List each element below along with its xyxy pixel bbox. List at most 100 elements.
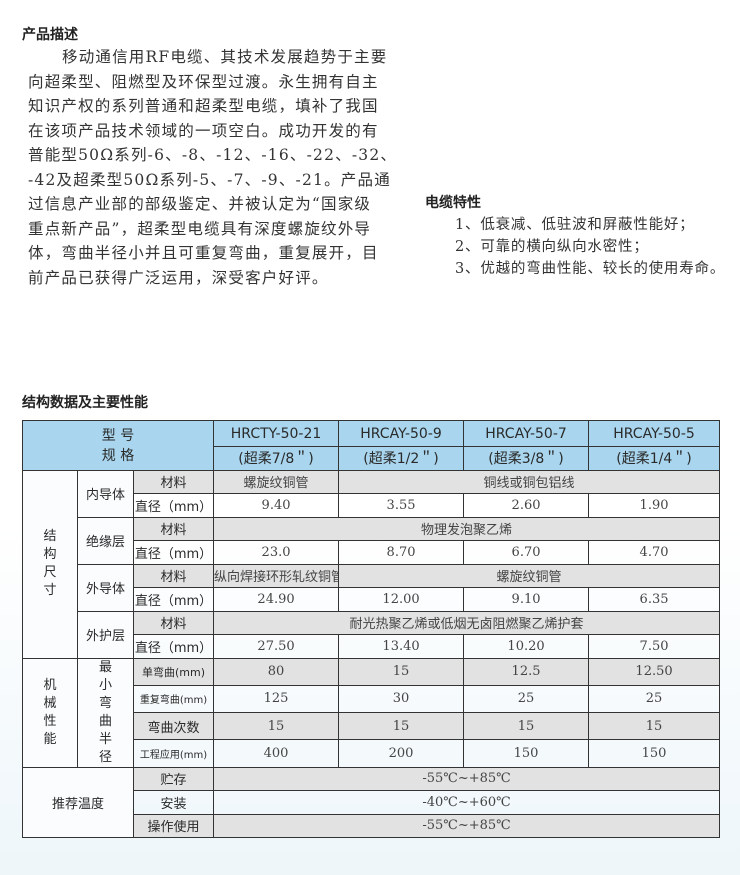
cell: 15 (463, 711, 590, 741)
cell: 150 (588, 739, 721, 768)
material-label: 材料 (132, 469, 215, 494)
cell: 螺旋纹铜管 (338, 563, 721, 588)
model-spec-header: 型 号规 格 (21, 420, 215, 471)
table-row: 机械性能 最小弯曲半径 单弯曲(mm) 80 15 12.5 12.50 (22, 657, 721, 768)
mechanical-label: 机械性能 (43, 677, 57, 747)
table-row: 重复弯曲(mm) 125 30 25 25 (23, 684, 721, 714)
description-line: 体，弯曲半径小并且可重复弯曲，重复展开，目 (28, 244, 379, 262)
repeat-bend-label: 重复弯曲(mm) (132, 684, 215, 714)
temperature-label: 推荐温度 (22, 766, 134, 838)
spec-value: (超柔7/8＂) (213, 446, 340, 471)
cell: 80 (213, 657, 340, 686)
cell: 4.70 (588, 540, 721, 565)
model-name: HRCAY-50-5 (588, 420, 721, 447)
description-line: 移动通信用RF电缆、其技术发展趋势于主要 (62, 48, 388, 66)
cell: 8.70 (338, 540, 465, 565)
cell: 6.70 (463, 540, 590, 565)
features-list: 1、低衰减、低驻波和屏蔽性能好； 2、可靠的横向纵向水密性； 3、优越的弯曲性能… (455, 214, 725, 280)
cell: -40℃~+60℃ (213, 790, 721, 815)
bend-radius-group: 最小弯曲半径 (77, 657, 134, 768)
table-row: 直径（mm） 23.0 8.70 6.70 4.70 (23, 540, 721, 565)
cell: 6.35 (588, 587, 721, 612)
material-label: 材料 (132, 610, 215, 635)
outer-conductor-label: 外导体 (77, 563, 134, 612)
cell: 15 (213, 711, 340, 741)
diameter-label: 直径（mm） (132, 587, 215, 612)
cell: 12.00 (338, 587, 465, 612)
jacket-label: 外护层 (77, 610, 134, 659)
table-row: 操作使用 -55℃~+85℃ (23, 813, 721, 838)
cell: 9.40 (213, 493, 340, 518)
description-line: 向超柔型、阻燃型及环保型过渡。永生拥有自主 (28, 72, 379, 91)
cell: 200 (338, 739, 465, 768)
cell: 15 (338, 657, 465, 686)
cell: 30 (338, 684, 465, 714)
table-row: 外护层 材料 耐光热聚乙烯或低烟无卤阻燃聚乙烯护套 (23, 610, 721, 659)
header-row: 型 号规 格 HRCTY-50-21 HRCAY-50-9 HRCAY-50-7… (21, 420, 721, 471)
cell: 23.0 (213, 540, 340, 565)
install-label: 安装 (132, 790, 215, 815)
cell: 150 (463, 739, 590, 768)
cell: 3.55 (338, 493, 465, 518)
cell: 铜线或铜包铝线 (338, 469, 721, 494)
cell: 耐光热聚乙烯或低烟无卤阻燃聚乙烯护套 (213, 610, 721, 635)
storage-label: 贮存 (132, 766, 215, 791)
diameter-label: 直径（mm） (132, 493, 215, 518)
table-row: 直径（mm） 9.40 3.55 2.60 1.90 (23, 493, 721, 518)
description-line: 前产品已获得广泛运用，深受客户好评。 (28, 268, 329, 287)
spec-value: (超柔1/2＂) (338, 446, 465, 471)
model-label: 型 号 (101, 428, 135, 445)
cell: 13.40 (338, 634, 465, 659)
table-row: 推荐温度 贮存 -55℃~+85℃ (22, 766, 721, 838)
cell: 9.10 (463, 587, 590, 612)
diameter-label: 直径（mm） (132, 634, 215, 659)
cell: 物理发泡聚乙烯 (213, 516, 721, 541)
model-name: HRCTY-50-21 (213, 420, 340, 447)
description-text: 移动通信用RF电缆、其技术发展趋势于主要 向超柔型、阻燃型及环保型过渡。永生拥有… (28, 45, 398, 290)
feature-item: 1、低衰减、低驻波和屏蔽性能好； (455, 217, 695, 233)
material-label: 材料 (132, 516, 215, 541)
cell: 15 (338, 711, 465, 741)
cell: 12.50 (588, 657, 721, 686)
mechanical-group: 机械性能 (22, 657, 78, 768)
cell: 25 (588, 684, 721, 714)
description-line: 过信息产业部的部级鉴定、并被认定为“国家级 (28, 195, 372, 213)
feature-item: 3、优越的弯曲性能、较长的使用寿命。 (455, 261, 726, 277)
table-row: 直径（mm） 27.50 13.40 10.20 7.50 (23, 634, 721, 659)
cell: 7.50 (588, 634, 721, 659)
description-line: 知识产权的系列普通和超柔型电缆，填补了我国 (28, 97, 379, 115)
inner-conductor-label: 内导体 (77, 469, 134, 518)
cell: 10.20 (463, 634, 590, 659)
model-name: HRCAY-50-9 (338, 420, 465, 447)
engineering-label: 工程应用(mm) (132, 739, 215, 768)
table-row: 外导体 材料 纵向焊接环形轧纹铜管 螺旋纹铜管 (23, 563, 721, 612)
material-label: 材料 (132, 563, 215, 588)
cell: 25 (463, 684, 590, 714)
table-title: 结构数据及主要性能 (22, 395, 148, 411)
spec-table: 型 号规 格 HRCTY-50-21 HRCAY-50-9 HRCAY-50-7… (21, 420, 721, 838)
bend-radius-label: 最小弯曲半径 (99, 659, 113, 765)
description-line: 在该项产品技术领域的一项空白。成功开发的有 (28, 121, 379, 140)
description-line: -42及超柔型50Ω系列-5、-7、-9、-21。产品通 (28, 170, 391, 189)
cell: 27.50 (213, 634, 340, 659)
description-line: 重点新产品”，超柔型电缆具有深度螺旋纹外导 (28, 219, 372, 238)
cell: 400 (213, 739, 340, 768)
diameter-label: 直径（mm） (132, 540, 215, 565)
spec-value: (超柔1/4＂) (588, 446, 721, 471)
structure-group: 结构尺寸 (22, 469, 78, 659)
table-row: 绝缘层 材料 物理发泡聚乙烯 (23, 516, 721, 565)
insulation-label: 绝缘层 (77, 516, 134, 565)
structure-label: 结构尺寸 (43, 529, 57, 598)
cell: 24.90 (213, 587, 340, 612)
feature-item: 2、可靠的横向纵向水密性； (455, 239, 649, 255)
table-row: 弯曲次数 15 15 15 15 (23, 711, 721, 741)
cell: 125 (213, 684, 340, 714)
bend-count-label: 弯曲次数 (132, 711, 215, 741)
cell: 2.60 (463, 493, 590, 518)
spec-value: (超柔3/8＂) (463, 446, 590, 471)
cell: 12.5 (463, 657, 590, 686)
cell: 1.90 (588, 493, 721, 518)
spec-label: 规 格 (101, 448, 135, 465)
features-title: 电缆特性 (425, 195, 481, 211)
cell: 15 (588, 711, 721, 741)
